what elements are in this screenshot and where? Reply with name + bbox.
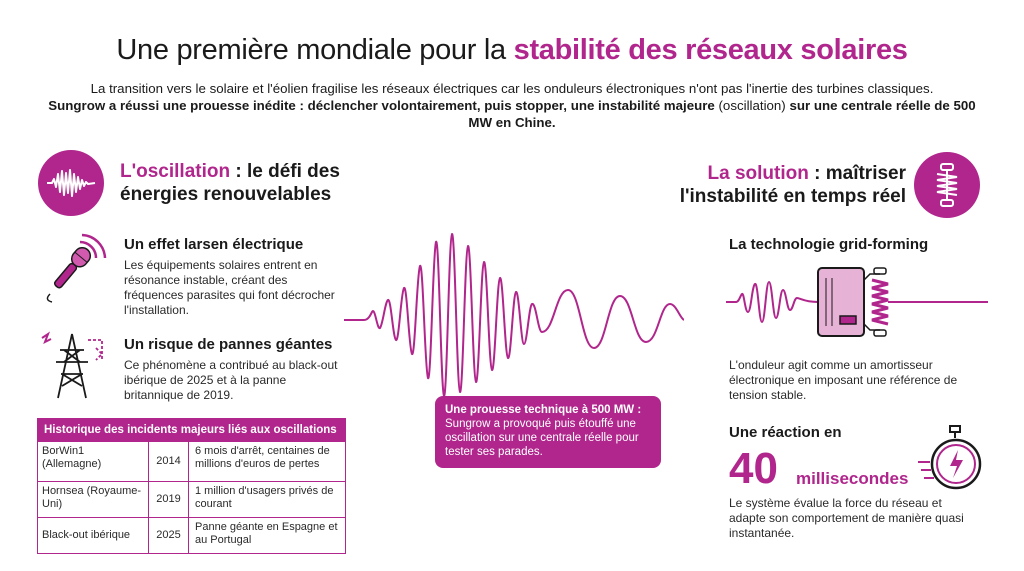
right-heading: La solution : maîtriser l'instabilité en…	[679, 163, 906, 207]
oscillation-wave-graphic	[344, 220, 685, 400]
table-header: Historique des incidents majeurs liés au…	[38, 419, 345, 441]
table-cell-impact: Panne géante en Espagne et au Portugal	[195, 521, 338, 546]
table-cell-name: Hornsea (Royaume-Uni)	[38, 482, 149, 517]
intro-line2: Sungrow a réussi une prouesse inédite : …	[48, 98, 976, 130]
left-item2-body: Ce phénomène a contribué au black-out ib…	[124, 358, 338, 402]
table-cell-name: BorWin1 (Allemagne)	[38, 442, 149, 481]
callout-title: Une prouesse technique à 500 MW :	[445, 404, 642, 416]
reaction-number: 40	[729, 444, 778, 493]
reaction-unit: millisecondes	[796, 469, 909, 488]
table-cell-year: 2014	[149, 442, 189, 481]
table-cell-year: 2019	[149, 482, 189, 517]
table-cell-impact: 6 mois d'arrêt, centaines de millions d'…	[195, 445, 330, 470]
stopwatch-icon	[916, 424, 986, 494]
waveform-icon	[38, 150, 104, 216]
right-item1-body: L'onduleur agit comme un amortisseur éle…	[729, 358, 958, 402]
right-item2-body: Le système évalue la force du réseau et …	[729, 496, 964, 540]
inverter-icon	[726, 260, 988, 344]
page-title: Une première mondiale pour la stabilité …	[116, 34, 908, 66]
left-item1-body: Les équipements solaires entrent en réso…	[124, 258, 335, 317]
table-row: BorWin1 (Allemagne) 2014 6 mois d'arrêt,…	[38, 441, 345, 481]
left-item1-title: Un effet larsen électrique	[124, 236, 304, 253]
right-item1-title: La technologie grid-forming	[729, 236, 929, 253]
microphone-icon	[36, 232, 108, 304]
left-heading: L'oscillation : le défi des énergies ren…	[120, 161, 340, 205]
table-row: Black-out ibérique 2025 Panne géante en …	[38, 517, 345, 553]
callout-body: Sungrow a provoqué puis étouffé une osci…	[445, 418, 639, 458]
table-cell-impact: 1 million d'usagers privés de courant	[195, 485, 334, 510]
left-item2-title: Un risque de pannes géantes	[124, 336, 333, 353]
title-accent: stabilité des réseaux solaires	[513, 34, 908, 66]
intro-line1: La transition vers le solaire et l'éolie…	[90, 81, 934, 96]
table-cell-name: Black-out ibérique	[38, 518, 149, 553]
pylon-icon	[36, 330, 108, 402]
right-item2-title: Une réaction en	[729, 424, 842, 441]
table-row: Hornsea (Royaume-Uni) 2019 1 million d'u…	[38, 481, 345, 517]
table-cell-year: 2025	[149, 518, 189, 553]
incidents-table: Historique des incidents majeurs liés au…	[37, 418, 346, 554]
shock-absorber-icon	[914, 152, 980, 218]
intro-text: La transition vers le solaire et l'éolie…	[40, 80, 984, 131]
center-callout: Une prouesse technique à 500 MW : Sungro…	[435, 396, 661, 468]
